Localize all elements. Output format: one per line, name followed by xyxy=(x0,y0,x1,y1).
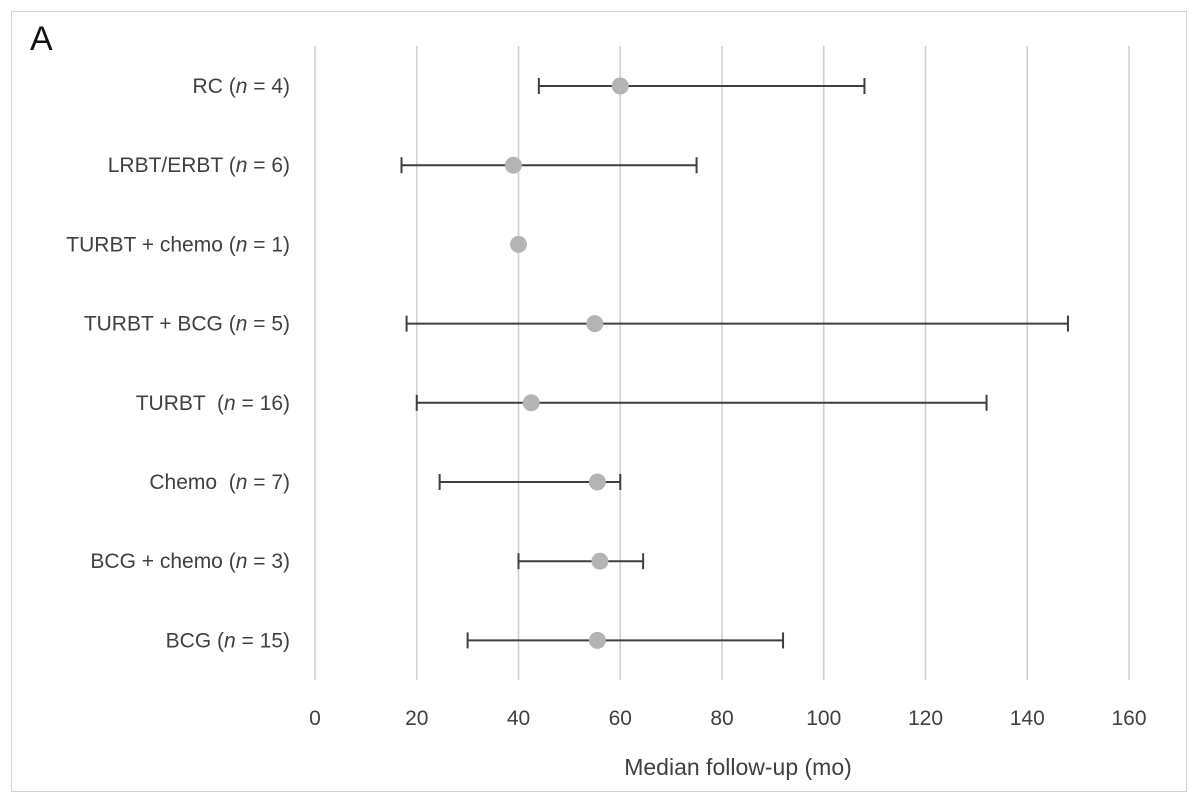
median-point-1 xyxy=(504,156,522,174)
x-tick-label-100: 100 xyxy=(806,707,841,730)
category-name: LRBT/ERBT ( xyxy=(108,154,236,177)
category-name: TURBT + chemo ( xyxy=(66,233,235,256)
category-n-value: = 1) xyxy=(247,233,290,256)
category-n-symbol: n xyxy=(236,154,248,177)
category-n-value: = 7) xyxy=(247,471,290,494)
median-point-5 xyxy=(588,473,606,491)
point-layer xyxy=(504,77,629,649)
median-point-7 xyxy=(588,631,606,649)
category-n-value: = 5) xyxy=(247,313,290,336)
category-label-5: Chemo (n = 7) xyxy=(149,471,290,494)
category-label-4: TURBT (n = 16) xyxy=(136,392,290,415)
category-n-value: = 6) xyxy=(247,154,290,177)
category-label-layer: RC (n = 4)LRBT/ERBT (n = 6)TURBT + chemo… xyxy=(66,75,290,652)
x-tick-label-140: 140 xyxy=(1010,707,1045,730)
category-name: TURBT ( xyxy=(136,392,224,415)
figure-frame xyxy=(11,11,1187,792)
x-tick-label-60: 60 xyxy=(609,707,632,730)
x-tick-label-160: 160 xyxy=(1111,707,1146,730)
x-tick-label-120: 120 xyxy=(908,707,943,730)
category-name: BCG ( xyxy=(166,629,224,652)
category-n-symbol: n xyxy=(224,392,236,415)
x-axis-title: Median follow-up (mo) xyxy=(624,754,852,780)
category-n-symbol: n xyxy=(224,629,236,652)
category-label-0: RC (n = 4) xyxy=(193,75,290,98)
category-n-symbol: n xyxy=(236,313,248,336)
median-point-2 xyxy=(510,235,527,253)
error-bar-layer xyxy=(400,78,1069,649)
category-label-2: TURBT + chemo (n = 1) xyxy=(66,233,290,256)
median-point-6 xyxy=(591,552,609,570)
category-name: Chemo ( xyxy=(149,471,235,494)
category-label-3: TURBT + BCG (n = 5) xyxy=(84,313,290,336)
panel-label: A xyxy=(30,20,53,58)
category-n-value: = 15) xyxy=(236,629,290,652)
category-n-value: = 4) xyxy=(247,75,290,98)
category-name: RC ( xyxy=(193,75,236,98)
category-n-value: = 16) xyxy=(236,392,290,415)
category-label-7: BCG (n = 15) xyxy=(166,629,290,652)
median-point-4 xyxy=(522,394,540,412)
category-label-1: LRBT/ERBT (n = 6) xyxy=(108,154,290,177)
category-name: BCG + chemo ( xyxy=(90,550,235,573)
category-label-6: BCG + chemo (n = 3) xyxy=(90,550,290,573)
x-tick-label-80: 80 xyxy=(710,707,733,730)
median-point-0 xyxy=(611,77,629,95)
x-tick-label-20: 20 xyxy=(405,707,428,730)
category-name: TURBT + BCG ( xyxy=(84,313,236,336)
grid-layer xyxy=(314,46,1130,680)
x-tick-label-40: 40 xyxy=(507,707,530,730)
category-n-symbol: n xyxy=(236,550,248,573)
tick-label-layer: 0 20 40 60 80 100 120 140 160 xyxy=(309,707,1146,730)
category-n-symbol: n xyxy=(236,471,248,494)
category-n-symbol: n xyxy=(236,233,248,256)
median-point-3 xyxy=(586,315,604,333)
category-n-value: = 3) xyxy=(247,550,290,573)
category-n-symbol: n xyxy=(236,75,248,98)
x-tick-label-0: 0 xyxy=(309,707,321,730)
